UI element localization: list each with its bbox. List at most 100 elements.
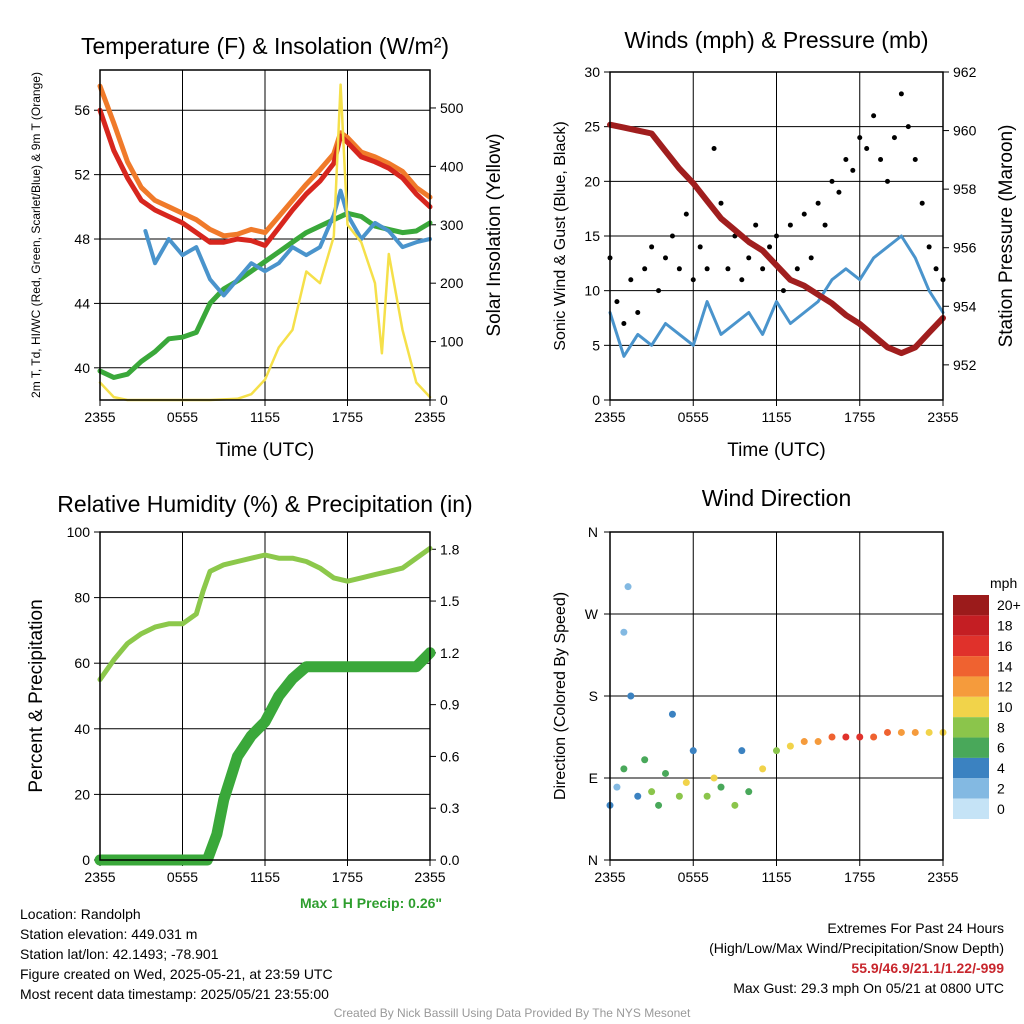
- x-tick-label: 2355: [927, 409, 958, 425]
- y2-axis-label: Station Pressure (Maroon): [996, 125, 1017, 348]
- gust-point: [926, 244, 932, 250]
- plot-frame: [609, 71, 944, 401]
- y-tick-label: 60: [74, 655, 90, 671]
- y-axis-label: Percent & Precipitation: [26, 599, 47, 792]
- direction-point: [925, 728, 933, 736]
- y2-tick-label: 300: [440, 217, 464, 233]
- gust-point: [905, 124, 911, 130]
- gust-point: [697, 244, 703, 250]
- chart-title: Relative Humidity (%) & Precipitation (i…: [57, 491, 472, 517]
- colorbar-label: 4: [997, 760, 1005, 776]
- chart-title: Temperature (F) & Insolation (W/m²): [81, 33, 449, 59]
- direction-point: [662, 769, 669, 777]
- x-axis-label: Time (UTC): [216, 440, 315, 461]
- direction-point: [613, 783, 621, 791]
- x-tick-label: 2355: [594, 409, 625, 425]
- colorbar-label: 12: [997, 679, 1013, 695]
- direction-point: [689, 747, 697, 755]
- y-tick-label: 25: [584, 119, 600, 135]
- gust-point: [635, 310, 641, 316]
- colorbar-label: 18: [997, 618, 1013, 634]
- y2-tick-label: 1.2: [440, 645, 460, 661]
- y2-tick-label: 952: [953, 357, 977, 373]
- x-tick-label: 2355: [84, 869, 115, 885]
- y-tick-label: 0: [592, 392, 600, 408]
- direction-point: [668, 710, 676, 718]
- colorbar-label: 0: [997, 801, 1005, 817]
- series-line-green: [97, 210, 433, 380]
- colorbar-swatch: [953, 595, 989, 616]
- direction-point: [648, 788, 656, 796]
- credit-line: Created By Nick Bassill Using Data Provi…: [333, 1006, 691, 1020]
- direction-point: [786, 742, 794, 750]
- gust-point: [919, 200, 925, 206]
- gust-point: [780, 288, 786, 294]
- y-tick-label: 20: [74, 786, 90, 802]
- y2-tick-label: 100: [440, 334, 464, 350]
- gust-point: [704, 266, 710, 272]
- x-tick-label: 2355: [84, 409, 115, 425]
- direction-point: [620, 765, 628, 773]
- colorbar-swatch: [953, 757, 989, 779]
- colorbar-swatch: [953, 635, 989, 657]
- extremes-values: 55.9/46.9/21.1/1.22/-999: [851, 960, 1004, 976]
- x-tick-label: 0555: [167, 409, 198, 425]
- x-tick-label: 0555: [167, 869, 198, 885]
- y-tick-label: 52: [74, 167, 90, 183]
- y2-tick-label: 0: [440, 392, 448, 408]
- recent-data-text: Most recent data timestamp: 2025/05/21 2…: [20, 986, 329, 1002]
- direction-point: [814, 738, 822, 746]
- plot-frame: [609, 531, 944, 861]
- direction-point: [641, 756, 649, 764]
- direction-point: [856, 733, 864, 741]
- gust-point: [725, 266, 731, 272]
- y2-tick-label: 400: [440, 158, 464, 174]
- x-tick-label: 2355: [414, 869, 445, 885]
- gust-point: [822, 222, 828, 228]
- location-text: Location: Randolph: [20, 906, 141, 922]
- y-tick-label: 40: [74, 360, 90, 376]
- y2-tick-label: 0.0: [440, 852, 460, 868]
- y-tick-label: 44: [74, 295, 90, 311]
- gust-point: [690, 277, 696, 283]
- direction-point: [710, 774, 718, 782]
- series-line-precip: [94, 647, 436, 866]
- gust-point: [656, 288, 662, 294]
- y-axis-label: Direction (Colored By Speed): [552, 592, 569, 800]
- y-tick-label: 48: [74, 231, 90, 247]
- gust-point: [683, 211, 689, 217]
- colorbar-swatch: [953, 717, 989, 738]
- gust-point: [746, 255, 752, 261]
- gust-point: [898, 91, 904, 97]
- direction-point: [800, 738, 808, 746]
- gust-point: [843, 156, 849, 162]
- y2-tick-label: 1.8: [440, 541, 460, 557]
- y2-tick-label: 500: [440, 100, 464, 116]
- gust-point: [614, 299, 620, 305]
- colorbar-swatch: [953, 696, 989, 718]
- y-tick-label: 80: [74, 590, 90, 606]
- direction-point: [675, 792, 683, 800]
- gust-point: [760, 266, 766, 272]
- gust-point: [857, 135, 863, 141]
- elevation-text: Station elevation: 449.031 m: [20, 926, 198, 942]
- y-tick-label: 0: [82, 852, 90, 868]
- gust-point: [885, 178, 890, 184]
- gust-point: [864, 146, 870, 152]
- gust-point: [718, 200, 724, 206]
- y-tick-label: 5: [592, 337, 600, 353]
- y-axis-label: 2m T, Td, HI/WC (Red, Green, Scarlet/Blu…: [29, 72, 43, 398]
- plot-frame: [99, 531, 431, 861]
- gust-point: [801, 211, 807, 217]
- y2-tick-label: 954: [953, 298, 977, 314]
- colorbar-title: mph: [990, 575, 1017, 591]
- chart-title: Winds (mph) & Pressure (mb): [624, 27, 928, 53]
- x-tick-label: 0555: [678, 409, 709, 425]
- max-gust-text: Max Gust: 29.3 mph On 05/21 at 0800 UTC: [733, 980, 1004, 996]
- gust-point: [850, 167, 856, 173]
- x-tick-label: 1155: [761, 869, 791, 885]
- y-tick-label: N: [588, 852, 598, 868]
- colorbar-label: 14: [997, 658, 1013, 674]
- series-line-maroon: [607, 121, 946, 357]
- x-tick-label: 1155: [250, 869, 280, 885]
